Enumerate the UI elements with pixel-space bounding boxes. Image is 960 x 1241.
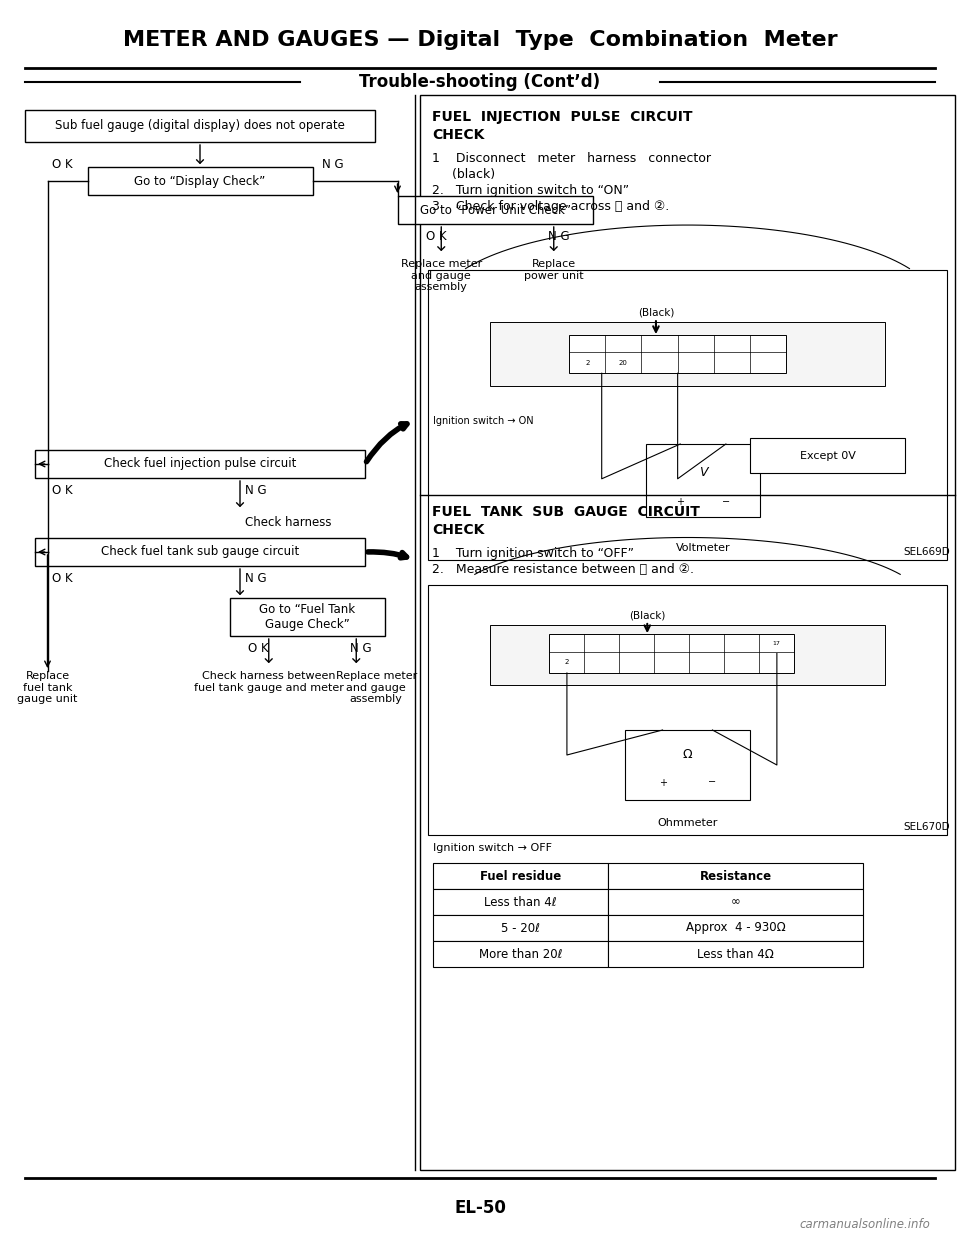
Bar — [549, 634, 794, 673]
Text: 17: 17 — [773, 642, 780, 647]
Text: Replace meter
and gauge
assembly: Replace meter and gauge assembly — [400, 259, 482, 292]
Text: 2: 2 — [585, 360, 589, 366]
Text: Ignition switch → OFF: Ignition switch → OFF — [433, 843, 552, 853]
Text: Go to “Fuel Tank
Gauge Check”: Go to “Fuel Tank Gauge Check” — [259, 603, 355, 630]
Text: More than 20ℓ: More than 20ℓ — [479, 947, 563, 961]
Text: −: − — [708, 778, 716, 788]
Text: SEL670D: SEL670D — [903, 822, 950, 831]
Text: METER AND GAUGES — Digital  Type  Combination  Meter: METER AND GAUGES — Digital Type Combinat… — [123, 30, 837, 50]
Text: N G: N G — [350, 642, 372, 654]
Text: Voltmeter: Voltmeter — [676, 544, 731, 553]
Text: Except 0V: Except 0V — [800, 450, 855, 460]
Text: Ω: Ω — [683, 748, 692, 761]
Bar — [420, 96, 955, 1170]
Text: 2.   Turn ignition switch to “ON”: 2. Turn ignition switch to “ON” — [432, 184, 629, 197]
Bar — [646, 444, 760, 516]
Text: O K: O K — [53, 572, 73, 585]
Bar — [397, 196, 592, 223]
Bar — [35, 539, 365, 566]
Text: O K: O K — [426, 230, 446, 242]
Text: Ohmmeter: Ohmmeter — [658, 818, 718, 828]
Text: N G: N G — [323, 159, 344, 171]
Text: 3    Check for voltage across ⓔ and ②.: 3 Check for voltage across ⓔ and ②. — [432, 200, 669, 213]
Text: Fuel residue: Fuel residue — [480, 870, 562, 882]
Text: +: + — [659, 778, 666, 788]
Bar — [608, 915, 863, 941]
Text: Less than 4ℓ: Less than 4ℓ — [484, 896, 557, 908]
Text: FUEL  TANK  SUB  GAUGE  CIRCUIT: FUEL TANK SUB GAUGE CIRCUIT — [432, 505, 700, 519]
Bar — [625, 730, 750, 800]
Text: carmanualsonline.info: carmanualsonline.info — [799, 1219, 930, 1231]
Bar — [433, 941, 608, 967]
Text: 1    Turn ignition switch to “OFF”: 1 Turn ignition switch to “OFF” — [432, 547, 634, 560]
Text: O K: O K — [249, 642, 269, 654]
Text: 1    Disconnect   meter   harness   connector: 1 Disconnect meter harness connector — [432, 151, 711, 165]
Text: Go to “Display Check”: Go to “Display Check” — [134, 175, 266, 187]
Text: Less than 4Ω: Less than 4Ω — [697, 947, 774, 961]
Text: ∞: ∞ — [731, 896, 740, 908]
Text: 2.   Measure resistance between ⓑ and ②.: 2. Measure resistance between ⓑ and ②. — [432, 563, 694, 576]
Bar — [750, 438, 905, 473]
Text: N G: N G — [245, 484, 267, 496]
Bar — [433, 889, 608, 915]
Bar — [428, 585, 947, 835]
Text: Replace meter
and gauge
assembly: Replace meter and gauge assembly — [336, 671, 417, 704]
Text: Resistance: Resistance — [700, 870, 772, 882]
Bar — [428, 271, 947, 560]
Text: −: − — [722, 496, 730, 508]
Text: Check fuel injection pulse circuit: Check fuel injection pulse circuit — [104, 458, 297, 470]
Text: CHECK: CHECK — [432, 522, 485, 537]
Text: V: V — [699, 467, 708, 479]
Text: 20: 20 — [619, 360, 628, 366]
Bar — [569, 335, 786, 374]
Bar — [608, 941, 863, 967]
Bar — [491, 323, 885, 386]
Text: (black): (black) — [432, 168, 495, 181]
Bar — [35, 450, 365, 478]
Text: Replace
fuel tank
gauge unit: Replace fuel tank gauge unit — [17, 671, 78, 704]
Text: Sub fuel gauge (digital display) does not operate: Sub fuel gauge (digital display) does no… — [55, 119, 345, 133]
Text: +: + — [676, 496, 684, 508]
Text: Trouble-shooting (Cont’d): Trouble-shooting (Cont’d) — [359, 73, 601, 91]
Text: N G: N G — [245, 572, 267, 585]
Text: O K: O K — [53, 159, 73, 171]
Bar — [491, 625, 885, 685]
Text: 5 - 20ℓ: 5 - 20ℓ — [501, 922, 540, 934]
Text: Check fuel tank sub gauge circuit: Check fuel tank sub gauge circuit — [101, 546, 300, 558]
Bar — [608, 862, 863, 889]
Bar — [25, 110, 375, 141]
Bar — [230, 598, 385, 635]
Bar — [433, 915, 608, 941]
Bar — [608, 889, 863, 915]
Text: Go to “Power Unit Check”: Go to “Power Unit Check” — [420, 204, 570, 216]
Text: EL-50: EL-50 — [454, 1199, 506, 1217]
Text: Approx  4 - 930Ω: Approx 4 - 930Ω — [685, 922, 785, 934]
Text: O K: O K — [53, 484, 73, 496]
Text: Check harness: Check harness — [245, 516, 331, 529]
Text: FUEL  INJECTION  PULSE  CIRCUIT: FUEL INJECTION PULSE CIRCUIT — [432, 110, 692, 124]
Text: Ignition switch → ON: Ignition switch → ON — [433, 416, 534, 426]
Text: Replace
power unit: Replace power unit — [524, 259, 584, 280]
Text: N G: N G — [548, 230, 569, 242]
Text: CHECK: CHECK — [432, 128, 485, 141]
Text: Check harness between
fuel tank gauge and meter: Check harness between fuel tank gauge an… — [194, 671, 344, 692]
Text: (Black): (Black) — [637, 308, 674, 318]
Bar — [433, 862, 608, 889]
Text: (Black): (Black) — [629, 611, 665, 620]
Text: SEL669D: SEL669D — [903, 547, 950, 557]
Text: 2: 2 — [564, 659, 569, 665]
Bar — [87, 168, 313, 195]
